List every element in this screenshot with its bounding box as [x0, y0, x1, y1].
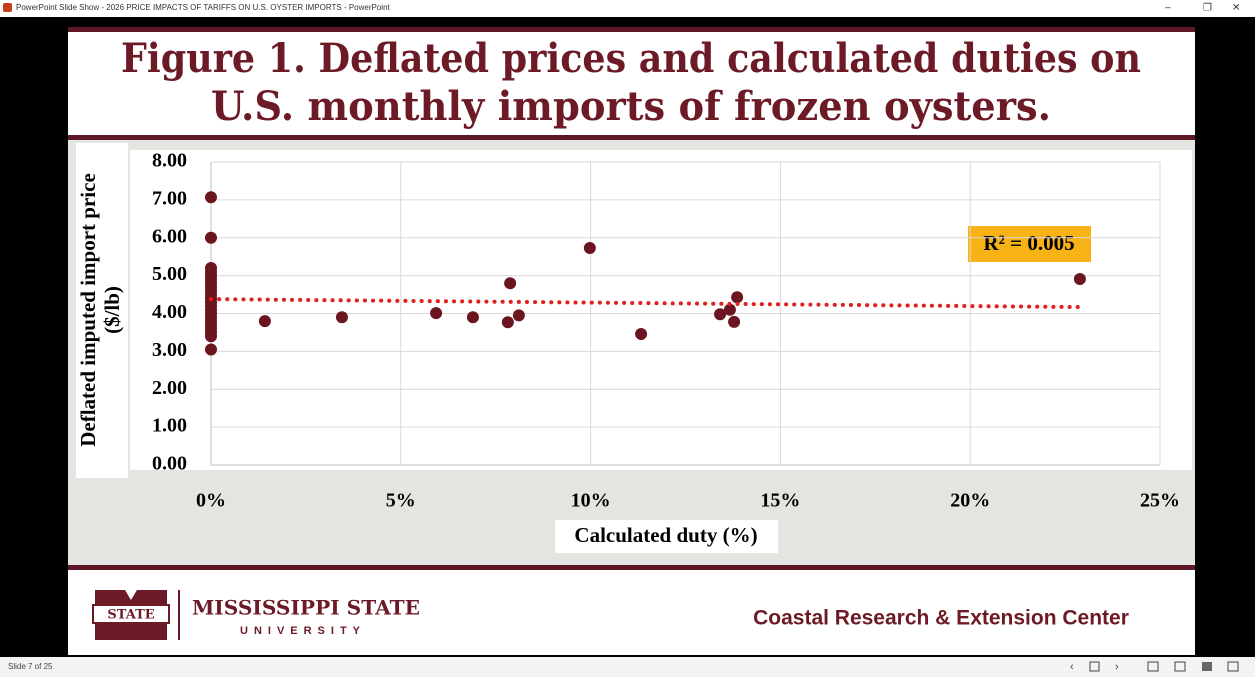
slide-title: U.S. monthly imports of frozen oysters. [211, 83, 1051, 130]
logo-text: STATE [107, 608, 154, 623]
point [1073, 273, 1086, 286]
footer-rule [68, 565, 1195, 570]
y-axis-label: ($/lb) [100, 286, 124, 334]
plot-area [130, 150, 1192, 470]
sorter-view[interactable] [1174, 661, 1186, 672]
top-rule [68, 27, 1195, 32]
point [205, 343, 217, 356]
university-sub: UNIVERSITY [240, 625, 366, 637]
normal-view[interactable] [1147, 661, 1159, 672]
close[interactable]: ✕ [1232, 3, 1240, 14]
x-tick-label: 20% [950, 490, 990, 512]
slide-counter: Slide 7 of 25 [8, 662, 53, 671]
point [635, 327, 648, 340]
y-label-box [76, 143, 128, 478]
plot: 0.00 1.00 2.00 3.00 4.00 5.00 6.00 7.00 8.00 0% 5%… [152, 150, 1180, 512]
x-tick-label: 25% [1140, 490, 1180, 512]
logo-divider [178, 590, 180, 640]
slide-title: Figure 1. Deflated prices and calculated… [121, 35, 1141, 82]
university-name: MISSISSIPPI STATE [192, 596, 420, 620]
reading-view[interactable] [1202, 662, 1212, 671]
minimize[interactable]: – [1165, 3, 1171, 14]
x-tick-label: 0% [196, 490, 226, 512]
app-icon [3, 3, 12, 12]
logo: STATE [92, 590, 170, 640]
y-tick-label: 6.00 [152, 225, 187, 247]
point [430, 307, 443, 320]
logo-banner [92, 604, 170, 624]
x-tick-label: 5% [386, 490, 416, 512]
point [205, 231, 217, 244]
point [205, 191, 217, 204]
point [335, 311, 348, 324]
point [714, 308, 727, 321]
point [512, 309, 525, 322]
y-tick-label: 7.00 [152, 187, 187, 209]
y-tick-label: 8.00 [152, 150, 187, 172]
title-rule [68, 135, 1195, 140]
point [583, 241, 596, 254]
title-bar [0, 0, 1255, 17]
prev-button[interactable]: ‹ [1070, 661, 1074, 673]
y-tick-label: 4.00 [152, 301, 187, 323]
annotation: R² = 0.005 [983, 231, 1074, 255]
y-tick-label: 0.00 [152, 453, 187, 475]
next-button[interactable]: › [1115, 661, 1119, 673]
point [723, 303, 736, 316]
y-tick-label: 1.00 [152, 415, 187, 437]
x-tick-label: 15% [760, 490, 800, 512]
y-tick-label: 5.00 [152, 263, 187, 285]
trendline [209, 297, 1082, 310]
x-axis-label: Calculated duty (%) [574, 523, 757, 547]
y-tick-label: 2.00 [152, 377, 187, 399]
window-title: PowerPoint Slide Show - 2026 PRICE IMPAC… [16, 3, 391, 12]
point [466, 311, 479, 324]
point [728, 315, 741, 328]
slideshow-view[interactable] [1227, 661, 1239, 672]
y-axis-label: Deflated imputed import price [76, 173, 100, 447]
point [205, 330, 217, 343]
x-tick-label: 10% [571, 490, 611, 512]
restore[interactable]: ❐ [1203, 3, 1212, 14]
menu-button[interactable] [1089, 661, 1100, 672]
y-tick-label: 3.00 [152, 339, 187, 361]
point [504, 277, 517, 290]
point [258, 315, 271, 328]
status-bar [0, 657, 1255, 677]
x-label-box [555, 520, 778, 553]
point [731, 291, 744, 304]
center-name: Coastal Research & Extension Center [753, 607, 1129, 630]
point [501, 316, 514, 329]
annotation-box [968, 226, 1091, 262]
